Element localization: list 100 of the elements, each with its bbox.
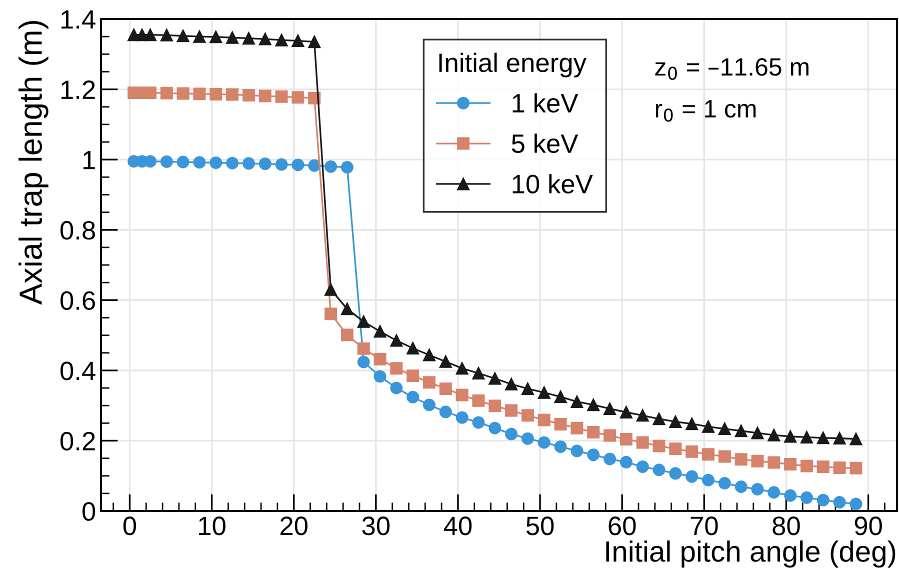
point xyxy=(324,160,338,173)
point xyxy=(226,156,239,170)
point xyxy=(521,432,534,445)
point xyxy=(538,436,550,449)
y-tick-label: 0.8 xyxy=(60,220,95,240)
point xyxy=(422,376,436,389)
point xyxy=(357,356,370,368)
point xyxy=(439,406,452,418)
point xyxy=(751,426,764,440)
point xyxy=(784,458,797,471)
y-tick-label: 1.4 xyxy=(61,10,96,29)
legend-title: Initial energy xyxy=(439,52,586,78)
point xyxy=(702,474,715,486)
point xyxy=(587,426,600,439)
point xyxy=(686,470,698,483)
point xyxy=(472,366,485,380)
point xyxy=(833,432,846,445)
point xyxy=(702,420,715,433)
point xyxy=(324,283,338,296)
point xyxy=(768,486,780,499)
point xyxy=(800,430,813,444)
point xyxy=(636,409,649,422)
y-tick-label: 0.4 xyxy=(60,362,96,380)
point xyxy=(275,34,288,46)
point xyxy=(669,467,682,480)
point xyxy=(636,460,649,473)
point xyxy=(521,382,534,395)
point xyxy=(734,424,748,438)
point xyxy=(751,482,764,496)
x-tick-label: 70 xyxy=(690,516,718,536)
point xyxy=(406,342,420,355)
point xyxy=(422,348,436,362)
x-tick-label: 10 xyxy=(199,516,226,536)
point xyxy=(488,400,502,412)
point xyxy=(620,406,632,418)
point xyxy=(242,157,255,170)
point xyxy=(652,440,666,452)
point xyxy=(160,86,173,100)
point xyxy=(538,414,550,426)
point xyxy=(505,378,518,390)
point xyxy=(357,342,370,355)
point xyxy=(587,398,600,412)
point xyxy=(144,28,156,42)
point xyxy=(374,370,386,383)
point xyxy=(686,418,698,430)
point xyxy=(275,158,288,171)
x-tick-label: 0 xyxy=(123,516,136,536)
point xyxy=(472,394,485,407)
point xyxy=(406,369,420,382)
point xyxy=(176,87,190,100)
point xyxy=(340,161,354,174)
point xyxy=(587,448,600,462)
point xyxy=(734,453,748,466)
y-tick-label: 0.2 xyxy=(60,432,95,451)
point xyxy=(390,362,403,375)
point xyxy=(439,355,452,368)
point xyxy=(669,442,682,456)
point xyxy=(340,302,354,316)
point xyxy=(538,386,550,399)
point xyxy=(554,390,567,404)
point xyxy=(472,416,485,429)
point xyxy=(505,428,518,440)
point xyxy=(620,433,632,446)
point xyxy=(652,464,666,476)
point xyxy=(357,315,370,328)
point xyxy=(570,444,584,458)
point xyxy=(210,30,222,44)
point xyxy=(768,428,780,442)
point xyxy=(456,388,468,402)
point xyxy=(292,158,304,172)
x-tick-label: 20 xyxy=(280,516,308,536)
point xyxy=(570,422,584,434)
point xyxy=(488,372,502,385)
point xyxy=(686,445,698,458)
point xyxy=(816,460,830,473)
point xyxy=(833,462,846,474)
y-tick-label: 0.6 xyxy=(60,291,95,310)
point xyxy=(374,325,386,338)
point xyxy=(390,382,403,394)
point xyxy=(275,90,288,103)
point xyxy=(800,460,813,472)
point xyxy=(160,155,173,168)
point xyxy=(406,390,420,404)
annotation: z$_{0}$ = –11.65 m xyxy=(655,58,808,80)
y-tick-label: 1.2 xyxy=(61,80,95,99)
point xyxy=(258,32,272,46)
point xyxy=(242,32,255,45)
point xyxy=(718,422,731,436)
point xyxy=(226,88,239,101)
point xyxy=(800,491,813,504)
point xyxy=(226,31,239,44)
point xyxy=(718,476,731,490)
x-axis-title: Initial pitch angle (deg) xyxy=(606,540,896,568)
point xyxy=(833,496,846,508)
point xyxy=(784,430,797,443)
point xyxy=(210,88,222,100)
y-axis-title: Axial trap length (m) xyxy=(18,20,48,305)
x-tick-label: 90 xyxy=(854,516,882,536)
point xyxy=(505,404,518,417)
point xyxy=(554,418,567,430)
